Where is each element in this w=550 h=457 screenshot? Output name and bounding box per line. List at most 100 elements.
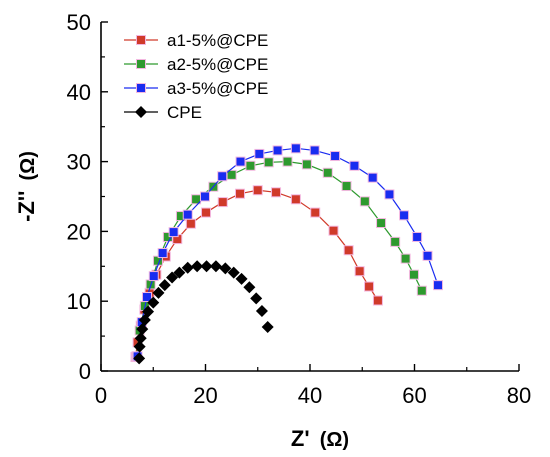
data-point	[408, 269, 419, 280]
data-point	[328, 225, 339, 236]
plot-frame	[100, 22, 519, 372]
data-point	[254, 148, 265, 159]
data-point	[367, 172, 378, 183]
y-tick-label: 10	[67, 289, 91, 314]
legend-item: a2-5%@CPE	[124, 55, 268, 74]
data-point	[152, 286, 165, 299]
data-point	[252, 185, 263, 196]
y-tick-label: 40	[67, 80, 91, 105]
data-point	[133, 352, 146, 365]
legend: a1-5%@CPE a2-5%@CPE a3-5%@CPE CPE	[124, 31, 268, 122]
data-point	[217, 171, 228, 182]
data-point	[255, 304, 268, 317]
data-point	[168, 227, 179, 238]
y-tick-label: 20	[67, 219, 91, 244]
data-point	[134, 332, 147, 345]
data-point	[158, 279, 171, 292]
data-point	[376, 218, 387, 229]
data-point	[301, 159, 312, 170]
data-point	[272, 145, 283, 156]
data-point	[200, 260, 213, 273]
x-axis-label: Z'	[291, 426, 310, 451]
series-line	[136, 147, 439, 357]
data-point	[201, 207, 212, 218]
data-point	[309, 145, 320, 156]
legend-item: a1-5%@CPE	[124, 31, 268, 50]
data-point	[322, 167, 333, 178]
legend-label: a3-5%@CPE	[167, 79, 268, 98]
data-point	[133, 340, 146, 353]
x-tick-label: 60	[402, 383, 426, 408]
data-point	[359, 196, 370, 207]
x-tick-label: 20	[193, 383, 217, 408]
data-point	[261, 321, 274, 334]
x-tick-label: 40	[298, 383, 322, 408]
data-point	[141, 292, 152, 303]
y-axis-label: -Z''	[14, 191, 39, 222]
data-point	[250, 292, 263, 305]
legend-item: a3-5%@CPE	[124, 79, 268, 98]
data-point	[290, 143, 301, 154]
series-1	[130, 185, 383, 363]
data-point	[271, 187, 282, 198]
data-point	[433, 280, 444, 291]
data-point	[219, 262, 232, 275]
legend-label: a2-5%@CPE	[167, 55, 268, 74]
data-point	[354, 266, 365, 277]
legend-item: CPE	[124, 103, 202, 122]
series-layer	[130, 143, 444, 365]
y-axis-ticks: 0 10 20 30 40 50	[67, 10, 108, 384]
x-axis-unit: (Ω)	[320, 429, 349, 451]
data-point	[349, 160, 360, 171]
data-point	[157, 248, 168, 259]
x-axis-title: Z' (Ω)	[291, 426, 349, 451]
data-point	[243, 281, 256, 294]
data-point	[416, 285, 427, 296]
y-tick-label: 0	[79, 359, 91, 384]
data-point	[384, 189, 395, 200]
data-point	[343, 245, 354, 256]
data-point	[390, 236, 401, 247]
data-point	[136, 323, 149, 336]
data-point	[364, 281, 375, 292]
y-axis-title: -Z'' (Ω)	[14, 151, 39, 222]
data-point	[400, 253, 411, 264]
data-point	[235, 272, 248, 285]
y-tick-label: 50	[67, 10, 91, 35]
data-point	[330, 151, 341, 162]
x-axis-ticks: 0 20 40 60 80	[95, 364, 531, 408]
legend-marker	[135, 106, 147, 118]
data-point	[282, 156, 293, 167]
x-tick-label: 0	[95, 383, 107, 408]
data-point	[341, 181, 352, 192]
data-point	[199, 191, 210, 202]
data-point	[412, 231, 423, 242]
data-point	[263, 157, 274, 168]
x-tick-label: 80	[507, 383, 531, 408]
data-point	[181, 261, 194, 274]
legend-label: a1-5%@CPE	[167, 31, 268, 50]
data-point	[290, 194, 301, 205]
data-point	[147, 296, 160, 309]
data-point	[217, 197, 228, 208]
data-point	[191, 260, 204, 273]
data-point	[310, 207, 321, 218]
y-tick-label: 30	[67, 150, 91, 175]
data-point	[142, 305, 155, 318]
series-4	[133, 260, 274, 365]
series-3	[132, 143, 444, 362]
data-point	[209, 260, 222, 273]
data-point	[166, 271, 179, 284]
data-point	[235, 156, 246, 167]
data-point	[148, 271, 159, 282]
data-point	[372, 295, 383, 306]
legend-marker	[136, 35, 146, 45]
data-point	[245, 160, 256, 171]
legend-marker	[136, 83, 146, 93]
data-point	[185, 218, 196, 229]
data-point	[182, 209, 193, 220]
data-point	[422, 250, 433, 261]
data-point	[227, 266, 240, 279]
data-point	[234, 188, 245, 199]
